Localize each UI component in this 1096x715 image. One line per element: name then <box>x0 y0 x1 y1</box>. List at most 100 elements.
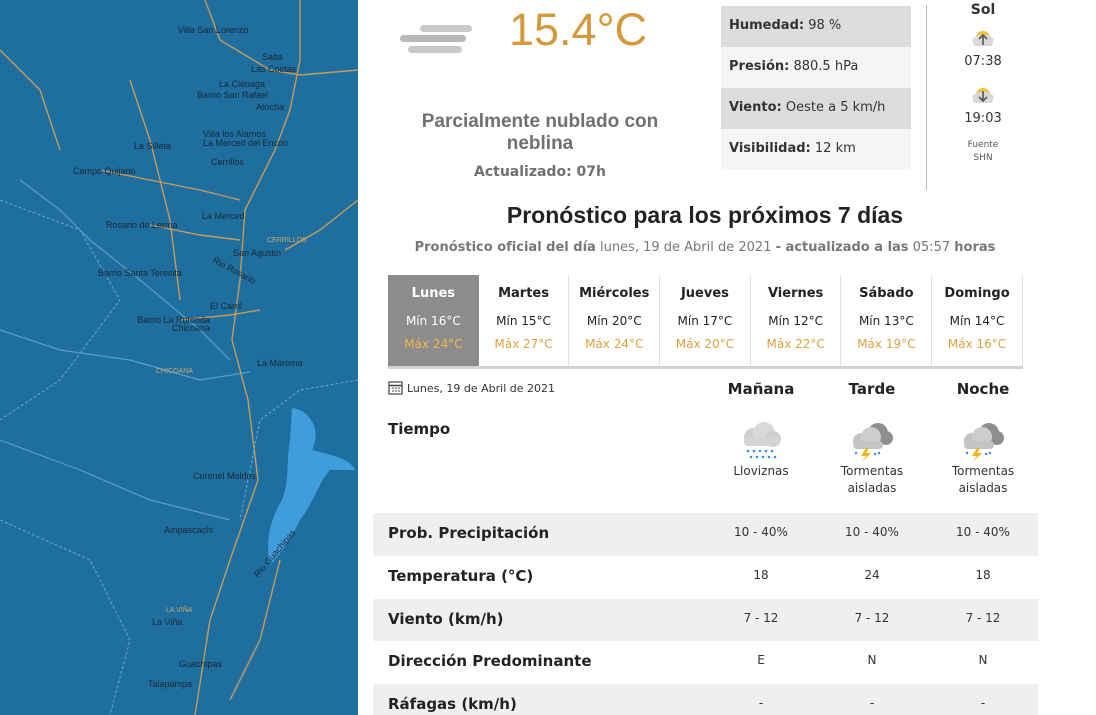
row-label: Prob. Precipitación <box>388 524 550 542</box>
forecast-title: Pronóstico para los próximos 7 días <box>506 202 904 228</box>
map-label: Salta <box>262 52 283 62</box>
day-tab[interactable]: Domingo Mín 14°C Máx 16°C <box>932 275 1023 366</box>
map-label: La Viña <box>152 617 182 627</box>
row-label: Dirección Predominante <box>388 652 592 671</box>
row-value: - <box>869 696 875 711</box>
day-min: Mín 13°C <box>858 314 914 328</box>
map-label: Las Costas <box>251 64 297 74</box>
detail-text: Viento: Oeste a 5 km/h <box>729 100 885 115</box>
day-max: Máx 20°C <box>675 337 735 351</box>
detail-value: 12 km <box>814 141 856 156</box>
detail-value: 98 % <box>808 18 842 33</box>
day-tab[interactable]: Viernes Mín 12°C Máx 22°C <box>750 275 842 366</box>
weather-text: Lloviznas <box>733 464 789 478</box>
table-row <box>373 598 1038 642</box>
day-tab[interactable]: Miércoles Mín 20°C Máx 24°C <box>569 275 661 366</box>
storm-icon <box>853 423 893 462</box>
subtitle-part: lunes, 19 de Abril de 2021 <box>599 240 772 255</box>
day-tab[interactable]: Martes Mín 15°C Máx 27°C <box>478 275 570 366</box>
row-value: N <box>867 653 877 668</box>
temperature: 15.4°C <box>509 4 648 55</box>
subtitle-part: horas <box>954 240 996 255</box>
weather-text: Tormentas aisladas <box>840 464 904 495</box>
row-value: N <box>978 653 988 668</box>
detail-value: Oeste a 5 km/h <box>785 100 886 115</box>
description: Parcialmente nublado con neblina <box>421 111 659 154</box>
sun-title: Sol <box>970 2 996 18</box>
day-name: Domingo <box>944 286 1010 301</box>
detail-text: Presión: 880.5 hPa <box>729 59 858 74</box>
sunrise-icon <box>972 31 994 46</box>
map-label: La Ciénaga <box>219 79 265 89</box>
row-value: 24 <box>864 567 880 582</box>
storm-icon <box>964 423 1004 462</box>
table-row <box>373 513 1038 556</box>
map-label: El Carril <box>210 301 242 311</box>
day-tab[interactable]: Sábado Mín 13°C Máx 19°C <box>841 275 933 366</box>
fog-icon <box>400 25 472 53</box>
map-label: Barrio Santa Teresita <box>98 268 182 278</box>
row-value: 18 <box>753 567 769 582</box>
row-value: 10 - 40% <box>734 525 788 539</box>
day-min: Mín 12°C <box>768 314 824 328</box>
map-label: CERRILLOS <box>267 237 307 244</box>
map-label: Coronel Moldes <box>193 471 257 481</box>
map-label: Barrio La Rotonda <box>137 315 210 325</box>
detail-row: Presión: 880.5 hPa <box>721 47 911 88</box>
row-value: 10 - 40% <box>845 525 899 539</box>
detail-label: Viento: <box>729 100 782 115</box>
row-label: Viento (km/h) <box>388 609 504 628</box>
calendar-icon <box>388 381 403 395</box>
divider <box>926 5 927 190</box>
row-value: 10 - 40% <box>956 525 1010 539</box>
map-label: Atocha <box>256 102 284 112</box>
row-label: Temperatura (°C) <box>388 566 534 585</box>
day-name: Miércoles <box>579 286 650 301</box>
map-label: San Agustin <box>233 248 281 258</box>
subtitle-part: Pronóstico oficial del día <box>414 240 596 255</box>
day-max: Máx 24°C <box>404 337 463 351</box>
map-label: Rosario de Lerma <box>106 220 178 230</box>
detail-label: Visibilidad: <box>729 141 811 156</box>
map-label: Talapampa <box>148 679 192 689</box>
subtitle-part: 05:57 <box>912 240 951 255</box>
table-row <box>373 641 1038 685</box>
map-label: La Merced del Encon <box>203 138 288 148</box>
row-label: Ráfagas (km/h) <box>388 695 517 714</box>
row-value: 18 <box>975 567 991 582</box>
row-value: E <box>757 653 765 668</box>
map-label: LA VIÑA <box>166 605 193 614</box>
day-name: Lunes <box>411 286 456 301</box>
row-value: - <box>758 696 764 711</box>
map-label: Cerrillos <box>211 157 245 167</box>
detail-value: 880.5 hPa <box>793 59 859 74</box>
table-row <box>373 555 1038 599</box>
table-row <box>373 684 1038 715</box>
tabs-border <box>388 366 1023 369</box>
source: SHN <box>973 153 993 163</box>
sunrise: 07:38 <box>964 54 1002 69</box>
map-label: Campo Quijano <box>73 166 136 176</box>
day-name: Jueves <box>680 286 729 301</box>
row-value: - <box>980 696 986 711</box>
map: Villa San Lorenzo Salta Las Costas La Ciéna… <box>0 0 358 715</box>
day-min: Mín 14°C <box>949 314 1005 328</box>
updated: Actualizado: 07h <box>474 164 606 180</box>
day-tab[interactable]: Jueves Mín 17°C Máx 20°C <box>660 275 751 366</box>
map-label: La Maroma <box>257 358 303 368</box>
map-label: Villa San Lorenzo <box>178 25 248 35</box>
detail-row: Visibilidad: 12 km <box>721 129 911 170</box>
detail-text: Visibilidad: 12 km <box>729 141 856 156</box>
day-max: Máx 24°C <box>585 337 644 351</box>
day-tab[interactable]: Lunes Mín 16°C Máx 24°C <box>388 275 479 366</box>
period: Mañana <box>727 380 795 398</box>
day-name: Martes <box>498 286 549 301</box>
period: Tarde <box>848 380 896 398</box>
day-max: Máx 22°C <box>766 337 825 351</box>
map-label: Villa los Alamos <box>203 129 266 139</box>
source-label: Fuente <box>967 140 999 150</box>
detail-text: Humedad: 98 % <box>729 18 841 33</box>
day-name: Sábado <box>859 286 914 301</box>
period: Noche <box>956 380 1010 398</box>
